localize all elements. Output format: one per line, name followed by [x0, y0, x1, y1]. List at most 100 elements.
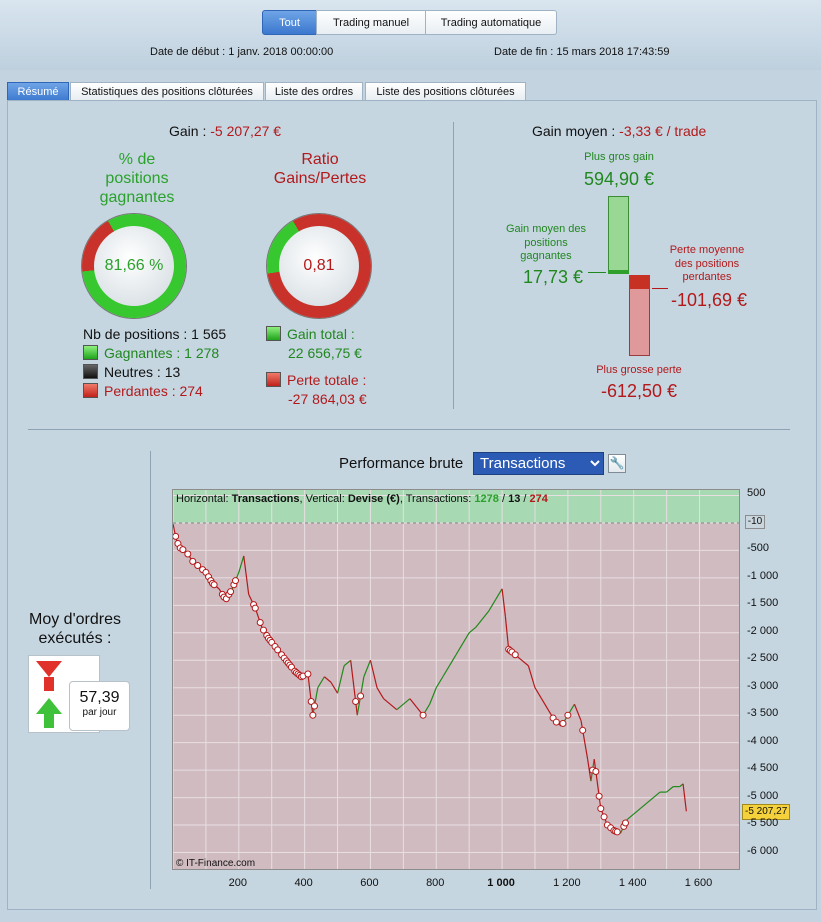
segment-trading-automatique[interactable]: Trading automatique	[425, 10, 557, 35]
plus-grosse-perte-value: -612,50 €	[600, 381, 678, 401]
gain-pointer-arrow	[588, 272, 606, 273]
header-h-label: Horizontal:	[176, 493, 229, 505]
y-tick-label: -3 000	[747, 679, 779, 692]
avg-loss-bar	[629, 275, 650, 289]
series-segment	[626, 813, 635, 821]
current-value-label: -5 207,27	[742, 804, 790, 820]
wrench-icon[interactable]: 🔧	[608, 454, 626, 473]
totals: Gain total : 22 656,75 € Perte totale : …	[266, 325, 367, 409]
tab-statistiques[interactable]: Statistiques des positions clôturées	[70, 82, 264, 101]
series-segment	[573, 703, 582, 721]
end-date: Date de fin : 15 mars 2018 17:43:59	[494, 46, 670, 58]
neutres: Neutres : 13	[104, 364, 181, 380]
header-t-label: Transactions:	[405, 493, 472, 505]
ordres-title: Moy d'ordres exécutés :	[29, 611, 121, 647]
series-segment	[312, 687, 319, 716]
y-tick-label: 500	[747, 487, 766, 500]
series-segment	[435, 676, 444, 689]
y-tick-label: -2 000	[747, 624, 779, 637]
header-v-value: Devise (€)	[347, 493, 400, 505]
series-segment	[323, 676, 332, 683]
series-segment	[639, 802, 648, 810]
segment-tout[interactable]: Tout	[262, 10, 317, 35]
loss-marker	[274, 646, 282, 654]
start-date-value: 1 janv. 2018 00:00:00	[228, 46, 334, 58]
series-segment	[534, 687, 543, 700]
performance-title: Performance brute	[339, 455, 464, 472]
header-v-label: Vertical:	[305, 493, 345, 505]
series-segment	[593, 759, 602, 809]
x-tick-label: 1 000	[487, 877, 515, 889]
series-segment	[243, 555, 250, 595]
gain-moyen-positions-label: Gain moyen des positions gagnantes	[505, 223, 587, 262]
loss-marker	[256, 619, 264, 627]
performance-select[interactable]: Transactions	[473, 452, 604, 475]
loss-marker	[259, 626, 267, 634]
performance-chart: Horizontal: Transactions, Vertical: Devi…	[172, 489, 740, 870]
series-segment	[481, 610, 490, 620]
loss-marker	[189, 557, 197, 565]
loss-marker	[179, 546, 187, 554]
series-segment	[442, 665, 450, 678]
ratio-donut: 0,81	[267, 214, 371, 318]
loss-marker	[564, 711, 572, 719]
loss-marker	[311, 702, 318, 710]
gain-moyen-label: Gain moyen :	[532, 123, 616, 139]
series-segment	[429, 687, 437, 705]
series-segment	[307, 673, 314, 716]
chart-svg	[173, 490, 739, 869]
tab-resume[interactable]: Résumé	[7, 82, 69, 101]
loss-marker	[210, 581, 218, 589]
loss-marker	[307, 697, 315, 705]
loss-marker	[232, 577, 240, 585]
y-tick-label: -4 000	[747, 734, 779, 747]
header-losses: 274	[529, 493, 548, 505]
pct-title: % de positions gagnantes	[99, 151, 175, 206]
nb-positions: Nb de positions : 1 565	[83, 326, 227, 342]
end-date-label: Date de fin :	[494, 46, 554, 58]
series-segment	[317, 676, 325, 689]
loss-marker	[511, 651, 519, 659]
max-gain-bar	[608, 196, 629, 274]
series-segment	[363, 660, 371, 677]
up-arrow-icon	[36, 698, 62, 714]
loss-marker	[357, 692, 365, 700]
ordres-value-box: 57,39 par jour	[69, 681, 130, 731]
series-segment	[350, 660, 358, 716]
series-segment	[521, 659, 529, 667]
series-segment	[527, 665, 536, 688]
start-date-label: Date de début :	[150, 46, 226, 58]
loss-pointer-arrow	[652, 288, 668, 289]
loss-marker	[173, 532, 180, 540]
y-tick-label: -1 500	[747, 597, 779, 610]
tab-liste-ordres[interactable]: Liste des ordres	[265, 82, 363, 101]
plus-gros-gain-label: Plus gros gain	[584, 151, 654, 163]
loss-marker	[600, 813, 608, 821]
tab-liste-positions[interactable]: Liste des positions clôturées	[365, 82, 526, 101]
series-segment	[402, 698, 411, 705]
red-square-icon	[83, 383, 98, 398]
chart-header: Horizontal: Transactions, Vertical: Devi…	[176, 493, 548, 505]
down-arrow-icon	[36, 661, 62, 677]
series-segment	[646, 797, 654, 804]
win-rate-donut: 81,66 %	[82, 214, 186, 318]
series-segment	[682, 783, 687, 812]
plus-grosse-perte-label: Plus grosse perte	[596, 364, 682, 376]
end-date-value: 15 mars 2018 17:43:59	[556, 46, 670, 58]
zero-line-marker: -10	[745, 515, 765, 529]
loss-marker	[184, 550, 192, 558]
plus-gros-gain-value: 594,90 €	[583, 169, 655, 189]
x-tick-label: 200	[228, 877, 247, 889]
loss-marker	[419, 711, 427, 719]
x-tick-label: 1 600	[684, 877, 713, 889]
series-segment	[238, 555, 245, 573]
perte-totale-value: -27 864,03 €	[288, 391, 367, 407]
header-wins: 1278	[474, 493, 499, 505]
y-tick-label: -3 500	[747, 707, 779, 720]
loss-marker	[304, 670, 312, 678]
series-segment	[389, 703, 398, 711]
series-segment	[488, 599, 497, 612]
gain-moyen-line: Gain moyen : -3,33 € / trade	[532, 123, 706, 139]
segment-trading-manuel[interactable]: Trading manuel	[316, 10, 426, 35]
start-date: Date de début : 1 janv. 2018 00:00:00	[150, 46, 333, 58]
